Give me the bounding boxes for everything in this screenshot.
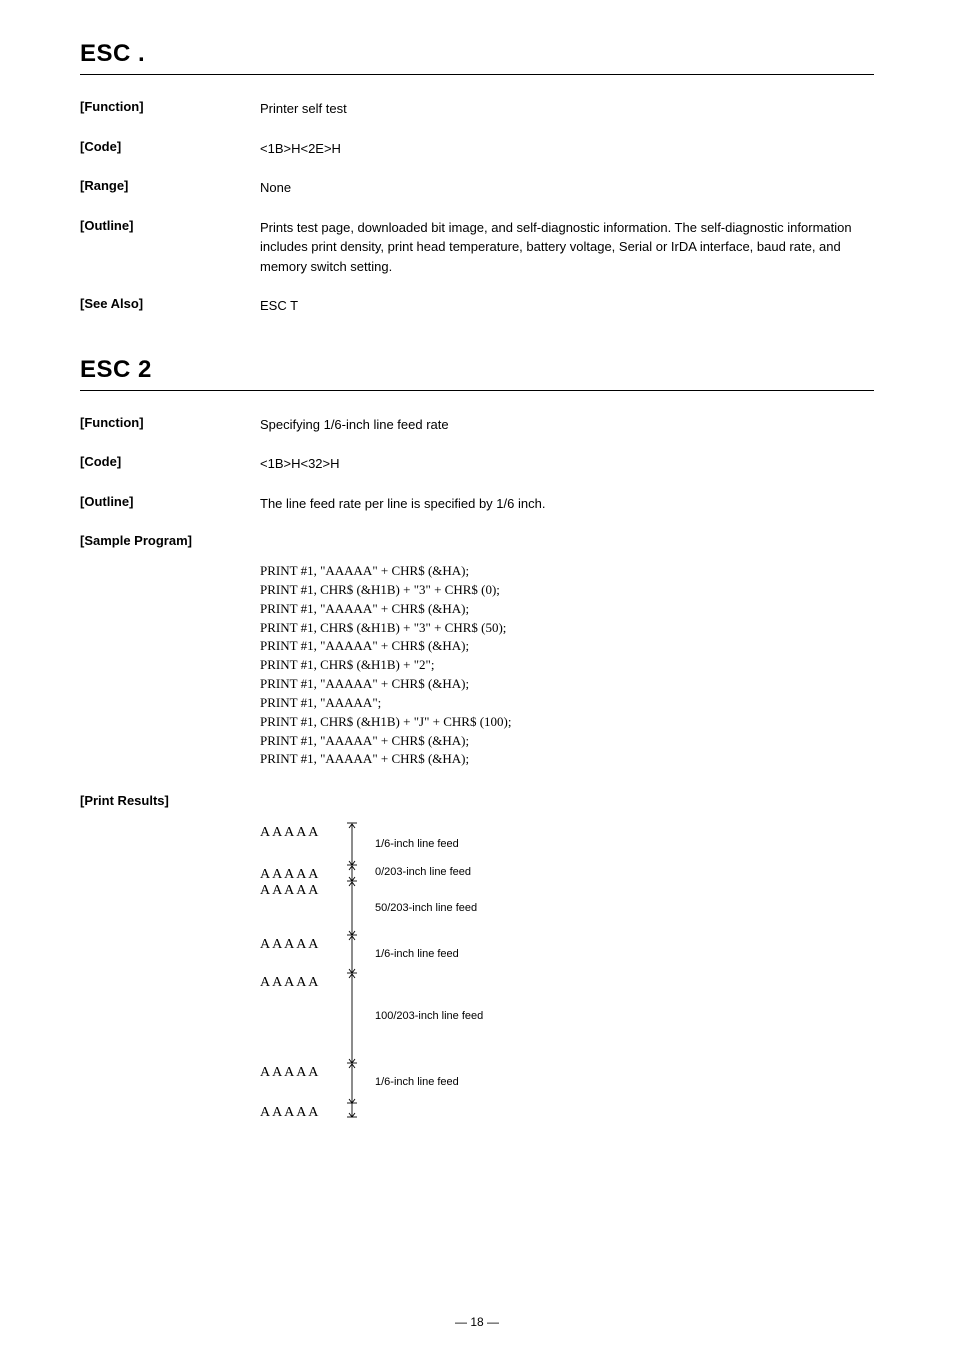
- code-label: [Code]: [80, 139, 260, 159]
- page-number: — 18 —: [0, 1315, 954, 1329]
- range-label: [Range]: [80, 178, 260, 198]
- outline-label: [Outline]: [80, 218, 260, 277]
- outline-label: [Outline]: [80, 494, 260, 514]
- seealso-value: ESC T: [260, 296, 874, 316]
- rule: [80, 390, 874, 391]
- seealso-label: [See Also]: [80, 296, 260, 316]
- esc-dot-title: ESC .: [80, 40, 874, 68]
- print-results-diagram: A A A A AA A A A AA A A A AA A A A AA A …: [260, 822, 680, 1142]
- code-label: [Code]: [80, 454, 260, 474]
- code-value: <1B>H<32>H: [260, 454, 874, 474]
- rule: [80, 74, 874, 75]
- range-value: None: [260, 178, 874, 198]
- outline-value: Prints test page, downloaded bit image, …: [260, 218, 874, 277]
- outline-value: The line feed rate per line is specified…: [260, 494, 874, 514]
- sample-code: PRINT #1, "AAAAA" + CHR$ (&HA); PRINT #1…: [260, 562, 874, 769]
- function-label: [Function]: [80, 415, 260, 435]
- function-value: Specifying 1/6-inch line feed rate: [260, 415, 874, 435]
- function-label: [Function]: [80, 99, 260, 119]
- code-value: <1B>H<2E>H: [260, 139, 874, 159]
- esc-2-title: ESC 2: [80, 356, 874, 384]
- print-results-label: [Print Results]: [80, 793, 260, 808]
- function-value: Printer self test: [260, 99, 874, 119]
- sample-label: [Sample Program]: [80, 533, 260, 548]
